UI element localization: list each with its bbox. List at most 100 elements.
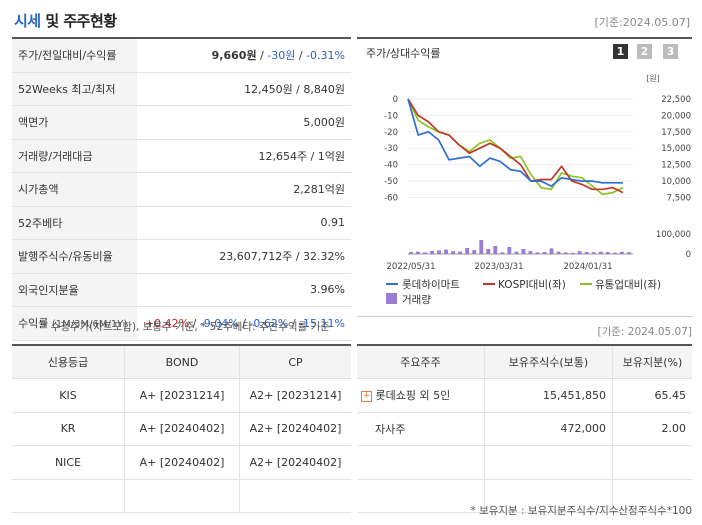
row-label: 수익률 (1M/3M/6M/1Y) — [12, 306, 137, 341]
holder-pct — [612, 445, 692, 480]
return-1m: +0.42% — [144, 316, 190, 330]
table-row: 액면가 5,000원 — [12, 105, 351, 140]
volume-bar — [451, 251, 456, 254]
volume-tick-label: 0 — [686, 250, 691, 260]
row-label: 52Weeks 최고/최저 — [12, 72, 137, 106]
table-row: 거래량/거래대금 12,654주 / 1억원 — [12, 139, 351, 173]
stock-info-table: 주가/전일대비/수익률 9,660원 / -30원 / -0.31% 52Wee… — [12, 37, 351, 341]
legend-kospi: KOSPI대비(좌) — [498, 279, 566, 291]
left-tick-label: 0 — [393, 95, 398, 105]
row-value: 12,654주 / 1억원 — [137, 139, 351, 173]
volume-bar — [444, 249, 449, 254]
table-row: 52Weeks 최고/최저 12,450원 / 8,840원 — [12, 72, 351, 106]
chart-lines — [407, 98, 624, 196]
chart-tab-3[interactable]: 3 — [663, 44, 678, 59]
major-holders-table: 주요주주 보유주식수(보통) 보유지분(%) + 롯데쇼핑 외 5인 15,45… — [357, 344, 692, 513]
cp-rating-cell — [239, 479, 351, 513]
holder-pct: 65.45 — [612, 378, 692, 413]
volume-bars — [409, 240, 631, 254]
credit-rating-table: 신용등급 BOND CP KIS A+ [20231214] A2+ [2023… — [12, 344, 351, 513]
volume-bar — [542, 252, 547, 254]
right-tick-label: 7,500 — [667, 194, 691, 204]
legend-retail: 유통업대비(좌) — [595, 278, 661, 291]
row-label: 액면가 — [12, 105, 137, 140]
left-tick-label: -60 — [384, 194, 398, 204]
table-row: KIS A+ [20231214] A2+ [20231214] — [12, 378, 351, 413]
bond-rating-cell: A+ [20240402] — [124, 445, 240, 480]
expand-icon[interactable]: + — [361, 390, 372, 402]
volume-bar — [437, 250, 441, 254]
column-header: 신용등급 — [12, 345, 125, 379]
volume-bar — [409, 252, 413, 254]
volume-bar — [465, 248, 470, 254]
holder-name — [357, 445, 485, 480]
row-label: 52주베타 — [12, 206, 137, 240]
row-value: +0.42% / -9.04% / -0.62% / -15.11% — [137, 306, 351, 341]
volume-tick-label: 100,000 — [656, 230, 691, 240]
left-tick-label: -30 — [384, 144, 398, 154]
section-title: 시세 및 주주현황 — [14, 10, 117, 31]
series-line-2 — [407, 98, 624, 196]
info-footnote: * 수정주가(차트포함), 보통주 기준, * 52주베타: 주간수익률 기준 — [42, 321, 330, 333]
holder-shares — [484, 479, 613, 513]
column-header: BOND — [124, 345, 240, 379]
table-row: 자사주 472,000 2.00 — [357, 412, 692, 446]
returns-label: 수익률 — [18, 317, 49, 331]
row-value: 9,660원 / -30원 / -0.31% — [137, 38, 351, 73]
holder-shares: 472,000 — [484, 412, 613, 446]
column-header: 보유지분(%) — [612, 345, 692, 379]
table-row: + 롯데쇼핑 외 5인 15,451,850 65.45 — [357, 378, 692, 413]
row-label: 시가총액 — [12, 172, 137, 207]
row-label: 주가/전일대비/수익률 — [12, 38, 137, 73]
table-row — [357, 479, 692, 513]
separator: / — [291, 316, 296, 330]
table-row: 수익률 (1M/3M/6M/1Y) +0.42% / -9.04% / -0.6… — [12, 306, 351, 341]
separator: / — [256, 49, 268, 63]
holder-pct — [612, 479, 692, 513]
volume-bar — [556, 251, 561, 254]
volume-bar — [570, 252, 575, 254]
volume-bar — [486, 249, 491, 254]
bond-rating-cell: A+ [20240402] — [124, 412, 240, 446]
holder-shares — [484, 445, 613, 480]
price-value: 9,660원 — [211, 49, 257, 63]
right-tick-label: 20,000 — [661, 111, 691, 121]
volume-bar — [584, 252, 589, 254]
chart-title: 주가/상대수익률 — [366, 47, 441, 60]
volume-bar — [430, 251, 434, 254]
cp-rating-cell: A2+ [20240402] — [239, 445, 351, 480]
price-change: -30원 — [267, 49, 296, 63]
holder-name[interactable]: 롯데쇼핑 외 5인 — [375, 389, 451, 403]
table-row: KR A+ [20240402] A2+ [20240402] — [12, 412, 351, 446]
separator: / — [192, 316, 197, 330]
volume-bar — [521, 249, 526, 254]
separator: / — [242, 316, 246, 330]
holder-shares: 15,451,850 — [484, 378, 613, 413]
chart-tab-2[interactable]: 2 — [637, 44, 652, 59]
row-value: 0.91 — [137, 206, 351, 240]
table-row: 시가총액 2,281억원 — [12, 172, 351, 207]
volume-bar — [626, 252, 631, 254]
chart-panel — [357, 37, 692, 317]
volume-bar — [479, 240, 484, 254]
row-label: 외국인지분율 — [12, 273, 137, 307]
row-label: 거래량/거래대금 — [12, 139, 137, 173]
volume-bar — [500, 252, 505, 254]
row-value: 12,450원 / 8,840원 — [137, 72, 351, 106]
left-tick-label: -20 — [384, 128, 398, 138]
right-tick-label: 22,500 — [661, 95, 691, 105]
section-title-main: 시세 — [14, 12, 41, 30]
bond-rating-cell: A+ [20231214] — [124, 378, 240, 413]
section-title-sub: 및 주주현황 — [45, 12, 117, 30]
right-tick-label: 17,500 — [661, 128, 691, 138]
table-row — [12, 479, 351, 513]
chart-tab-1[interactable]: 1 — [613, 44, 628, 59]
table-row: 발행주식수/유동비율 23,607,712주 / 32.32% — [12, 239, 351, 274]
volume-bar — [493, 246, 498, 254]
price-rate: -0.31% — [306, 49, 345, 63]
volume-bar — [458, 251, 463, 254]
volume-bar — [598, 251, 603, 254]
chart-reference-date: [기준: 2024.05.07] — [597, 326, 692, 338]
volume-bar — [507, 247, 512, 254]
volume-bar — [619, 251, 624, 254]
